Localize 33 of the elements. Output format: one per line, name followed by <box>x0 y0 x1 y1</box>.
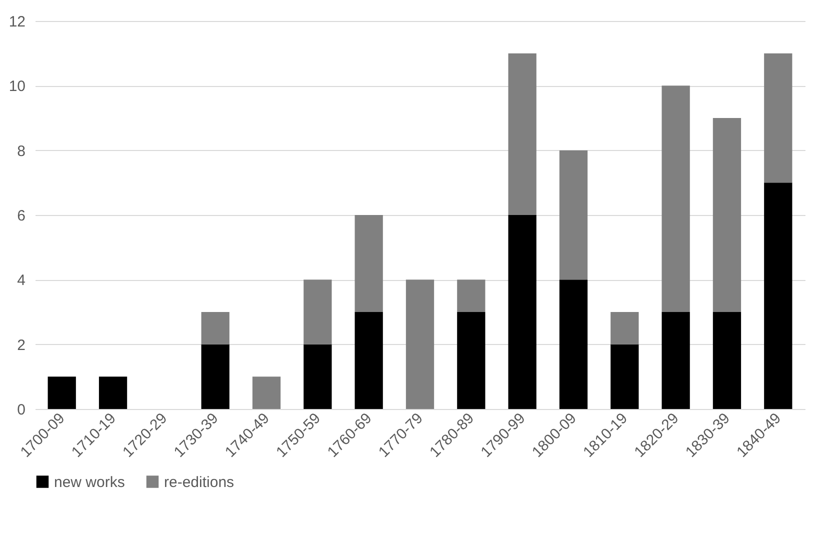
bar <box>304 280 332 344</box>
bar <box>764 53 792 183</box>
bar <box>559 150 588 280</box>
bar <box>662 312 690 409</box>
bar <box>712 312 742 409</box>
bar <box>252 376 281 409</box>
bar <box>662 86 690 312</box>
bar <box>457 312 486 409</box>
bar <box>201 312 230 344</box>
bar <box>712 118 742 312</box>
bar <box>610 312 639 344</box>
y-tick-label: 8 <box>17 142 26 160</box>
bar <box>98 376 128 409</box>
legend-label: new works <box>54 474 125 491</box>
bar <box>201 344 230 409</box>
y-tick-label: 2 <box>17 336 26 354</box>
y-tick-label: 12 <box>8 14 26 30</box>
legend-label: re-editions <box>164 474 234 491</box>
bar <box>559 280 588 409</box>
y-tick-label: 6 <box>17 208 26 224</box>
bar <box>354 215 383 312</box>
bar <box>354 312 383 409</box>
bar <box>764 182 792 409</box>
bar <box>406 280 434 409</box>
y-tick-label: 4 <box>17 272 26 290</box>
bar <box>610 344 639 409</box>
bar <box>304 344 332 409</box>
bar <box>457 280 486 312</box>
y-tick-label: 10 <box>8 78 26 96</box>
bar <box>508 215 536 409</box>
bar <box>508 53 536 215</box>
y-tick-label: 0 <box>17 402 26 418</box>
bar <box>48 376 76 409</box>
